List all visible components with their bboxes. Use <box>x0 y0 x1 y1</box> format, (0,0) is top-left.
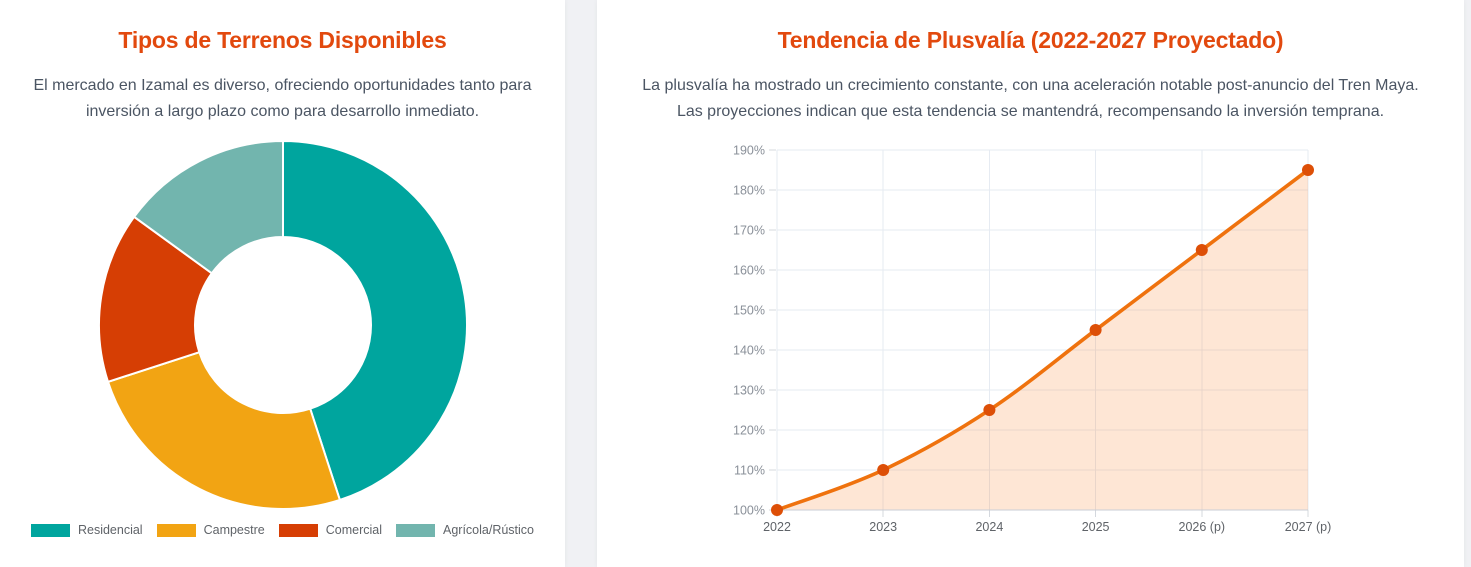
y-tick-label: 160% <box>733 264 765 278</box>
y-tick-label: 130% <box>733 384 765 398</box>
x-tick-label: 2027 (p) <box>1285 520 1332 534</box>
legend-label: Agrícola/Rústico <box>443 523 535 537</box>
plusvalia-trend-subtitle: La plusvalía ha mostrado un crecimiento … <box>642 77 1419 121</box>
plusvalia-trend-title: Tendencia de Plusvalía (2022-2027 Proyec… <box>777 27 1284 53</box>
legend-swatch-campestre <box>156 523 196 537</box>
land-types-title: Tipos de Terrenos Disponibles <box>118 27 447 53</box>
y-tick-label: 190% <box>733 144 765 158</box>
x-tick-label: 2024 <box>975 520 1003 534</box>
legend-swatch-residencial <box>30 523 70 537</box>
donut-legend: Residencial Campestre Comercial Agrícola/Rú… <box>0 523 565 537</box>
data-point-2024[interactable] <box>983 404 996 416</box>
y-tick-label: 120% <box>733 424 765 438</box>
donut-segment-agr-cola-r-stico[interactable] <box>132 139 284 275</box>
y-tick-label: 140% <box>733 344 765 358</box>
x-tick-label: 2023 <box>869 520 897 534</box>
land-types-subtitle: El mercado en Izamal es diverso, ofrecie… <box>33 77 532 121</box>
legend-swatch-comercial <box>278 523 318 537</box>
y-tick-label: 180% <box>733 184 765 198</box>
land-types-card: Tipos de Terrenos Disponibles El mercado… <box>0 0 565 567</box>
data-point-2025[interactable] <box>1089 324 1102 336</box>
data-point-2023[interactable] <box>877 464 890 476</box>
data-point-2027-p[interactable] <box>1302 164 1314 176</box>
donut-segment-residencial[interactable] <box>281 139 468 502</box>
legend-swatch-agr-cola-r-stico <box>396 523 435 537</box>
legend-item-comercial[interactable]: Comercial <box>278 523 382 537</box>
x-tick-label: 2026 (p) <box>1179 520 1226 534</box>
y-tick-label: 170% <box>733 224 765 238</box>
donut-chart-svg[interactable] <box>97 139 469 511</box>
y-tick-label: 110% <box>734 464 765 478</box>
donut-segment-comercial[interactable] <box>97 215 213 384</box>
legend-label: Campestre <box>203 523 265 537</box>
legend-label: Residencial <box>77 523 143 537</box>
page-right-margin <box>1464 0 1471 567</box>
donut-segment-campestre[interactable] <box>106 350 341 510</box>
plusvalia-line-chart[interactable]: 100% 110% 120% 130% 140% 150% 160% 170% 180% 190%… <box>597 115 1464 567</box>
legend-item-campestre[interactable]: Campestre <box>156 523 265 537</box>
data-point-2022[interactable] <box>771 504 783 516</box>
x-tick-label: 2022 <box>763 520 791 534</box>
legend-label: Comercial <box>325 523 382 537</box>
trend-area-fill <box>777 170 1308 510</box>
land-types-donut-chart[interactable] <box>97 139 469 511</box>
cards-gap <box>565 0 597 567</box>
legend-item-agr-cola-r-stico[interactable]: Agrícola/Rústico <box>396 523 534 537</box>
y-tick-label: 100% <box>733 504 765 518</box>
legend-item-residencial[interactable]: Residencial <box>30 523 143 537</box>
line-chart-svg[interactable]: 100% 110% 120% 130% 140% 150% 160% 170% 180% 190%… <box>597 115 1464 567</box>
plusvalia-trend-card: Tendencia de Plusvalía (2022-2027 Proyec… <box>597 0 1464 567</box>
x-tick-label: 2025 <box>1082 520 1110 534</box>
data-point-2026-p[interactable] <box>1195 244 1208 256</box>
y-tick-label: 150% <box>733 304 765 318</box>
